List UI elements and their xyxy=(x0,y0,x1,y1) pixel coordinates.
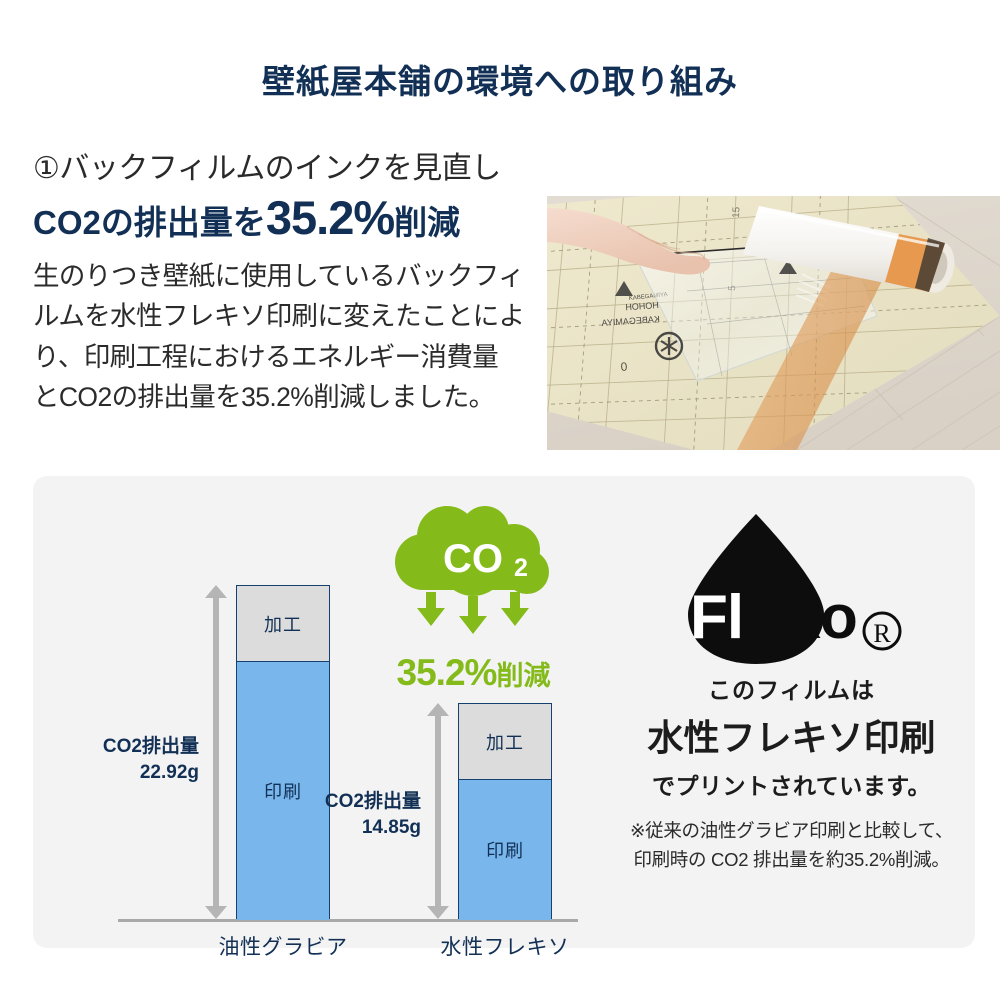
co2-reduction-value: 35.2% xyxy=(396,652,498,693)
flexo-info-block: Fl exo R このフィルムは 水性フレキソ印刷 でプリントされています。 ※… xyxy=(608,506,975,874)
ink-drop-shape xyxy=(688,514,824,664)
intro-subheading-value: 35.2% xyxy=(265,190,395,244)
comparison-panel: 加工 印刷 CO2排出量 22.92g 油性グラビア 加工 印刷 xyxy=(33,476,975,959)
dimension-label-value: 14.85g xyxy=(361,816,421,838)
intro-body-line: 生のりつき壁紙に使用しているバックフィ xyxy=(33,261,525,292)
intro-subheading-prefix: CO2の排出量を xyxy=(33,203,266,241)
svg-text:15: 15 xyxy=(731,206,742,218)
intro-subheading-suffix: 削減 xyxy=(394,203,461,241)
flexo-line-3: でプリントされています。 xyxy=(651,773,931,799)
dimension-label-value: 22.92g xyxy=(139,761,199,783)
bar-segment-insatsu: 印刷 xyxy=(237,662,329,920)
photo-illustration: 0 5 10 15 KABEGAMIYA HOHOH KABEGAMIYA xyxy=(547,196,1000,450)
co2-reduction-suffix: 削減 xyxy=(496,661,551,691)
intro-body-line: とCO2の排出量を35.2%削減しました。 xyxy=(33,381,495,412)
intro-block: ①バックフィルムのインクを見直し CO2の排出量を 35.2% 削減 生のりつき… xyxy=(33,150,533,417)
flexo-line-1: このフィルムは xyxy=(707,677,876,703)
flexo-note: ※従来の油性グラビア印刷と比較して、 印刷時の CO2 排出量を約35.2%削減… xyxy=(608,817,975,874)
svg-text:KABEGAMIYA: KABEGAMIYA xyxy=(629,292,668,302)
intro-body-line: ルムを水性フレキソ印刷に変えたことによ xyxy=(33,301,525,332)
arrow-head-down-icon xyxy=(205,906,227,919)
dimension-label-title: CO2排出量 xyxy=(324,791,421,812)
flexo-note-line: ※従来の油性グラビア印刷と比較して、 xyxy=(629,820,954,841)
intro-body-line: り、印刷工程におけるエネルギー消費量 xyxy=(33,341,499,372)
co2-cloud-label: CO xyxy=(443,537,503,581)
arrow-head-down-icon xyxy=(427,906,449,919)
svg-text:Fl: Fl xyxy=(690,583,743,652)
dimension-label-oil-gravure: CO2排出量 22.92g xyxy=(51,734,199,785)
arrow-shaft xyxy=(435,714,441,908)
intro-heading: ①バックフィルムのインクを見直し xyxy=(33,152,501,185)
co2-cloud-icon: CO 2 xyxy=(395,506,549,634)
flexo-copy: このフィルムは 水性フレキソ印刷 でプリントされています。 ※従来の油性グラビア… xyxy=(608,671,975,874)
co2-bar-chart: 加工 印刷 CO2排出量 22.92g 油性グラビア 加工 印刷 xyxy=(33,476,593,959)
co2-reduction-badge: CO 2 35. xyxy=(381,500,566,700)
page-title: 壁紙屋本舗の環境への取り組み xyxy=(262,63,738,100)
bar-segment-kakou: 加工 xyxy=(237,586,329,662)
registered-mark-icon: R xyxy=(862,611,902,651)
svg-text:0: 0 xyxy=(620,359,628,374)
co2-reduction-text: 35.2%削減 xyxy=(381,652,566,694)
arrow-head-up-icon xyxy=(205,585,227,598)
bar-segment-kakou: 加工 xyxy=(459,704,551,780)
flexo-logo: Fl exo R xyxy=(608,506,975,671)
flexo-note-line: 印刷時の CO2 排出量を約35.2%削減。 xyxy=(633,848,950,870)
svg-text:exo: exo xyxy=(753,583,857,652)
intro-body: 生のりつき壁紙に使用しているバックフィ ルムを水性フレキソ印刷に変えたことによ … xyxy=(33,256,533,417)
flexo-line-2: 水性フレキソ印刷 xyxy=(647,717,936,758)
svg-text:KABEGAMIYA: KABEGAMIYA xyxy=(601,314,660,328)
arrow-head-up-icon xyxy=(427,703,449,716)
bar-water-flexo: 加工 印刷 xyxy=(458,703,552,920)
bar-oil-gravure: 加工 印刷 xyxy=(236,585,330,920)
co2-down-arrows-icon xyxy=(417,592,529,634)
flexo-droplet-icon: Fl exo R xyxy=(688,514,902,664)
dimension-arrow-water-flexo xyxy=(427,703,449,919)
svg-text:HOHOH: HOHOH xyxy=(625,300,659,312)
category-label-water-flexo: 水性フレキソ xyxy=(440,936,570,959)
wallpaper-backfilm-photo: 0 5 10 15 KABEGAMIYA HOHOH KABEGAMIYA xyxy=(547,196,1000,450)
bar-segment-insatsu: 印刷 xyxy=(459,780,551,920)
category-label-oil-gravure: 油性グラビア xyxy=(218,936,348,959)
chart-baseline xyxy=(118,919,578,922)
dimension-arrow-oil-gravure xyxy=(205,585,227,919)
dimension-label-title: CO2排出量 xyxy=(102,736,199,757)
dimension-label-water-flexo: CO2排出量 14.85g xyxy=(273,789,421,840)
arrow-shaft xyxy=(213,596,219,908)
svg-text:2: 2 xyxy=(514,554,528,582)
intro-subheading: CO2の排出量を 35.2% 削減 xyxy=(33,194,533,243)
svg-text:R: R xyxy=(873,619,891,648)
